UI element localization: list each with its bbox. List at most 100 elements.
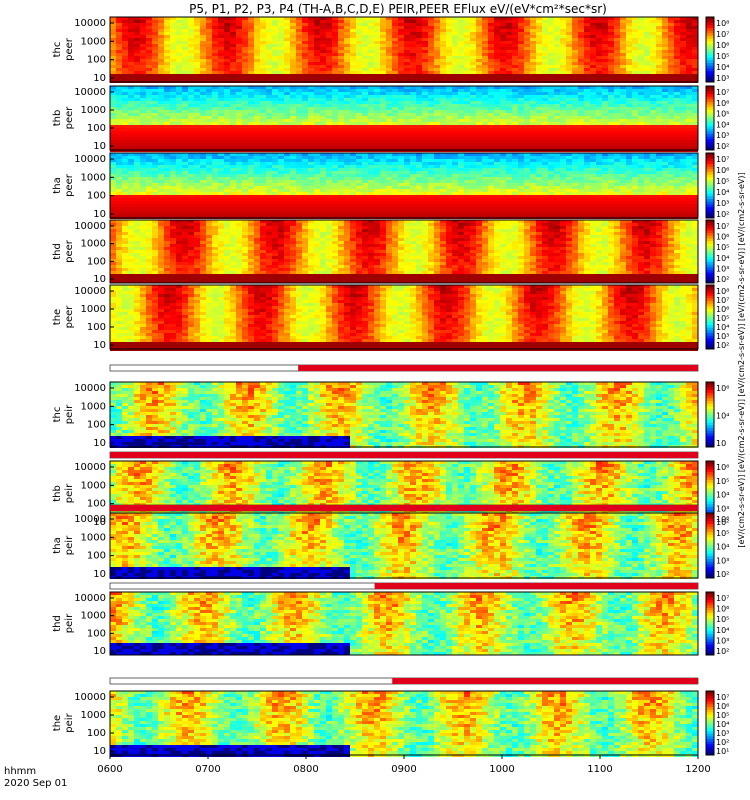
- colorbar-tick-label: 10⁴: [716, 412, 729, 421]
- colorbar-tick-label: 10⁷: [716, 222, 729, 231]
- y-tick-label: 10000: [74, 383, 106, 394]
- status-bar: [110, 365, 698, 371]
- colorbar-tick-label: 10²: [716, 210, 729, 219]
- heatmap-thd_peir: [110, 592, 698, 655]
- colorbar-tick-label: 10⁴: [716, 188, 729, 197]
- colorbar-tick-label: 10²: [716, 275, 729, 284]
- colorbar-tick-label: 10⁵: [716, 615, 729, 624]
- y-axis-label-line2: peer: [64, 37, 75, 61]
- y-tick-label: 10000: [74, 692, 106, 703]
- panel-thd_peir: 10000100010010thd peir10⁷10⁶10⁵10⁴10³10²: [52, 592, 729, 657]
- x-tick-label: 0800: [293, 764, 318, 775]
- y-axis-label-line1: the: [52, 309, 63, 325]
- panel-thc_peer: 10000100010010thc peer10⁸10⁷10⁶10⁵10⁴10³: [52, 17, 729, 84]
- colorbar-tick-label: 10⁴: [716, 543, 729, 552]
- colorbar-tick-label: 10¹: [716, 747, 729, 756]
- y-axis-label-line2: peer: [64, 106, 75, 130]
- y-tick-label: 10000: [74, 286, 106, 297]
- colorbar-tick-label: 10³: [716, 504, 729, 513]
- colorbar-tick-label: 10⁶: [716, 384, 729, 393]
- colorbar-tick-label: 10⁶: [716, 515, 729, 524]
- panel-tha_peir: 10000100010010tha peir10⁶10⁵10⁴10³10²: [52, 513, 729, 580]
- heatmap-thc_peer: [110, 17, 698, 83]
- colorbar-tha_peer: 10⁷10⁶10⁵10⁴10³10²: [706, 153, 729, 219]
- colorbar-tick-label: 10³: [716, 332, 729, 341]
- colorbar-tick-label: 10⁵: [716, 477, 729, 486]
- panels-group: 10000100010010thc peer10⁸10⁷10⁶10⁵10⁴10³1…: [52, 17, 729, 757]
- colorbar-tick-label: 10³: [716, 74, 729, 83]
- colorbar-tick-label: 10⁴: [716, 720, 729, 729]
- colorbar-tick-label: 10⁸: [716, 287, 729, 296]
- y-axis-label-line1: the: [52, 715, 63, 731]
- colorbar-tick-label: 10³: [716, 131, 729, 140]
- y-axis-label-line1: tha: [52, 537, 63, 553]
- colorbar-tick-label: 10⁴: [716, 323, 729, 332]
- heatmap-thc_peir: [110, 382, 698, 448]
- y-axis-label-line2: peir: [64, 712, 75, 732]
- colorbar-tick-label: 10⁴: [716, 63, 729, 72]
- x-axis: 0600 0700 0800 0900 1000 1100 1200: [97, 755, 710, 775]
- y-axis-label-line1: tha: [52, 177, 63, 193]
- heatmap-the_peer: [110, 285, 698, 351]
- y-axis-label-line2: peer: [64, 305, 75, 329]
- panel-thc_peir: 10000100010010thc peir10⁶10⁴10⁲: [52, 382, 729, 449]
- colorbar-tick-label: 10³: [716, 199, 729, 208]
- colorbar-tick-label: 10⁵: [716, 314, 729, 323]
- colorbar-tick-label: 10⁵: [716, 711, 729, 720]
- colorbar-tick-label: 10⁸: [716, 19, 729, 28]
- y-tick-label: 1000: [81, 304, 106, 315]
- panel-the_peir: 10000100010010the peir10⁷10⁶10⁵10⁴10³10²1…: [52, 691, 729, 757]
- y-tick-label: 100: [87, 256, 106, 267]
- y-tick-label: 10: [93, 141, 106, 152]
- colorbar-tick-label: 10⁷: [716, 30, 729, 39]
- colorbar-tick-label: 10⁷: [716, 594, 729, 603]
- colorbar-tick-label: 10²: [716, 738, 729, 747]
- colorbar-units-label-upper: [eV/(cm2-s-sr-eV)] [eV/(cm2-s-sr-eV)] [e…: [737, 172, 746, 547]
- colorbar-thb_peer: 10⁷10⁶10⁵10⁴10³10²: [706, 86, 729, 151]
- x-axis-label-date: 2020 Sep 01: [4, 778, 67, 789]
- y-tick-label: 100: [87, 628, 106, 639]
- colorbar-tick-label: 10⁶: [716, 99, 729, 108]
- x-tick-label: 0700: [195, 764, 220, 775]
- y-tick-label: 1000: [81, 611, 106, 622]
- colorbar-thc_peir: 10⁶10⁴10⁲: [706, 382, 729, 448]
- y-tick-label: 1000: [81, 239, 106, 250]
- y-tick-label: 10000: [74, 593, 106, 604]
- colorbar-tick-label: 10⁵: [716, 52, 729, 61]
- colorbar-tick-label: 10⁵: [716, 529, 729, 538]
- y-axis-label-line2: peir: [64, 404, 75, 424]
- colorbar-tick-label: 10⁴: [716, 120, 729, 129]
- y-axis-label-line1: thb: [52, 485, 63, 502]
- heatmap-tha_peir: [110, 513, 698, 579]
- y-tick-label: 10000: [74, 221, 106, 232]
- colorbar-thd_peer: 10⁷10⁶10⁵10⁴10³10²: [706, 220, 729, 284]
- y-axis-label-line2: peir: [64, 535, 75, 555]
- x-tick-label: 1200: [685, 764, 710, 775]
- y-tick-label: 100: [87, 551, 106, 562]
- panel-tha_peer: 10000100010010tha peer10⁷10⁶10⁵10⁴10³10²: [52, 153, 729, 220]
- colorbar-tick-label: 10⁵: [716, 110, 729, 119]
- colorbar-tick-label: 10³: [716, 729, 729, 738]
- heatmap-thb_peer: [110, 86, 698, 152]
- y-tick-label: 10: [93, 274, 106, 285]
- y-tick-label: 100: [87, 55, 106, 66]
- y-tick-label: 1000: [81, 105, 106, 116]
- y-tick-label: 1000: [81, 532, 106, 543]
- colorbar-tha_peir: 10⁶10⁵10⁴10³10²: [706, 513, 729, 579]
- colorbar-tick-label: 10²: [716, 647, 729, 656]
- y-axis-label-line2: peir: [64, 483, 75, 503]
- figure-title: P5, P1, P2, P3, P4 (TH-A,B,C,D,E) PEIR,P…: [189, 2, 607, 16]
- heatmap-the_peir: [110, 691, 698, 757]
- y-tick-label: 10: [93, 340, 106, 351]
- y-tick-label: 10000: [74, 154, 106, 165]
- colorbar-tick-label: 10⁶: [716, 41, 729, 50]
- colorbar-thc_peer: 10⁸ 10⁷ 10⁶ 10⁵ 10⁴ 10³: [706, 17, 729, 83]
- status-bar: [110, 505, 698, 511]
- colorbar-tick-label: 10⁶: [716, 305, 729, 314]
- colorbar-tick-label: 10⁷: [716, 296, 729, 305]
- y-tick-label: 1000: [81, 710, 106, 721]
- colorbar-tick-label: 10⁶: [716, 605, 729, 614]
- y-tick-label: 1000: [81, 480, 106, 491]
- y-tick-label: 100: [87, 191, 106, 202]
